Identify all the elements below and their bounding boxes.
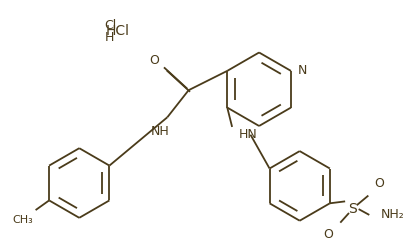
Text: O: O — [148, 54, 158, 67]
Text: CH₃: CH₃ — [12, 215, 33, 225]
Text: HN: HN — [238, 128, 257, 141]
Text: N: N — [297, 64, 306, 77]
Text: NH: NH — [150, 125, 169, 138]
Text: O: O — [323, 228, 333, 241]
Text: O: O — [373, 177, 383, 190]
Text: H: H — [104, 30, 113, 44]
Text: S: S — [347, 202, 356, 216]
Text: NH₂: NH₂ — [380, 208, 404, 222]
Text: HCl: HCl — [106, 24, 130, 38]
Text: Cl: Cl — [104, 19, 116, 32]
